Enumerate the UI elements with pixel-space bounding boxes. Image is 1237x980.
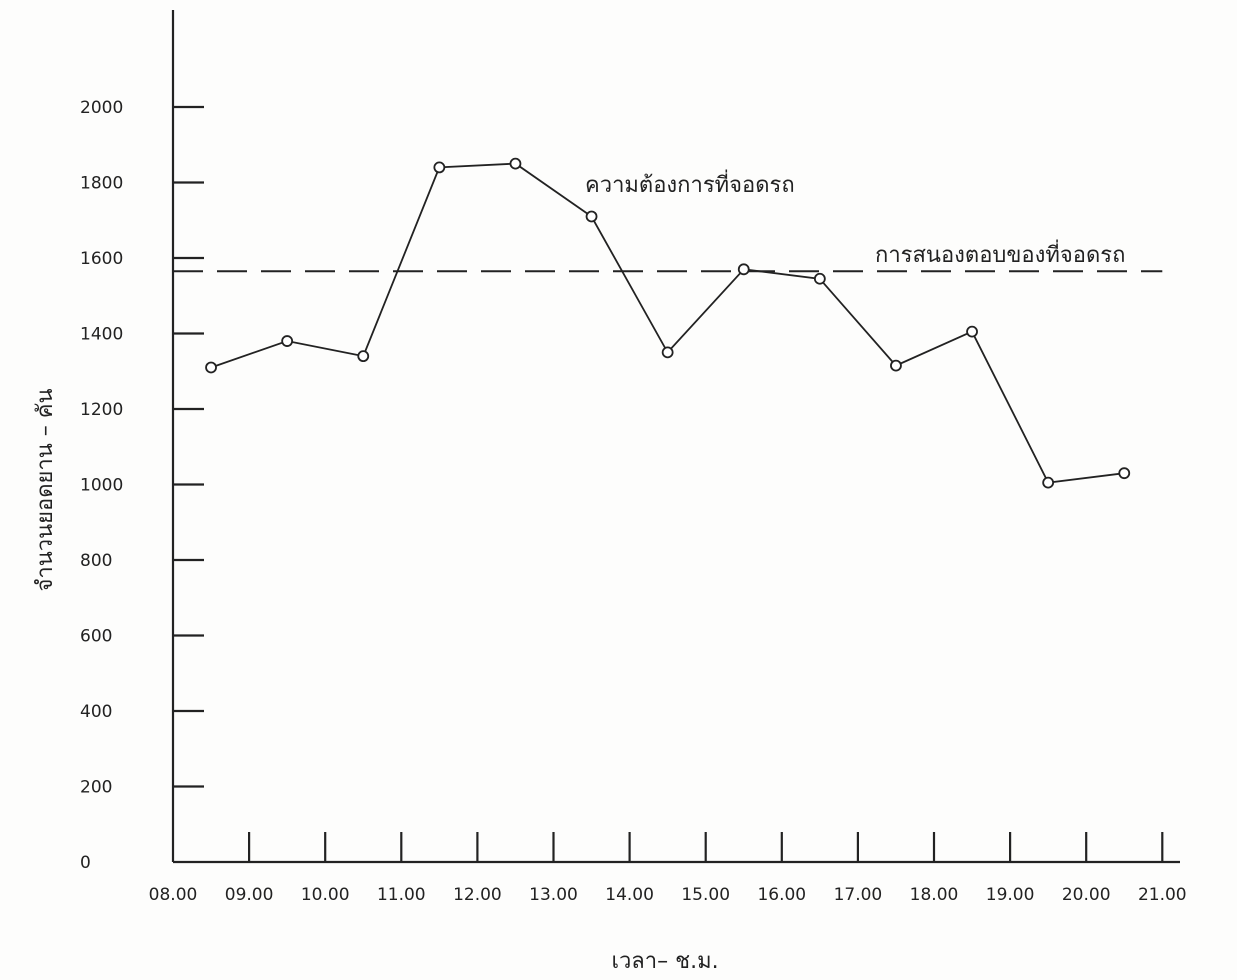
y-tick-label: 800 [80,551,112,571]
y-tick-label: 400 [80,702,112,722]
y-tick-label: 1200 [80,400,123,420]
series-line-demand [210,162,1125,484]
data-point-demand [1042,476,1055,489]
x-axis-title: เวลา– ช.ม. [611,949,718,974]
data-point-demand [661,346,674,359]
x-tick-label: 15.00 [681,885,730,905]
x-tick-label: 09.00 [225,885,274,905]
x-tick-label: 11.00 [377,885,426,905]
x-tick-label: 21.00 [1138,885,1187,905]
y-ticks: 0 200 400 600 800 1000 1200 1400 1600 1800 2000 [80,98,204,873]
data-point-demand [1118,467,1131,480]
data-point-demand [509,157,522,170]
series-layer [173,157,1163,489]
data-point-demand [433,161,446,174]
series-label-demand: ความต้องการที่จอดรถ [585,169,795,198]
x-tick-label: 14.00 [605,885,654,905]
x-tick-label: 12.00 [453,885,502,905]
x-ticks: 08.00 09.00 10.00 11.00 12.00 13.00 14.00 15.00… [149,832,1187,905]
x-tick-label: 17.00 [834,885,883,905]
y-tick-label: 1000 [80,476,123,496]
y-axis-title: จำนวนยอดยาน – คัน [33,388,58,591]
x-tick-label: 10.00 [301,885,350,905]
x-tick-label: 20.00 [1062,885,1111,905]
axes [171,10,1180,864]
data-point-demand [737,263,750,276]
y-tick-label: 1800 [80,174,123,194]
data-point-demand [813,272,826,285]
x-tick-label: 13.00 [529,885,578,905]
data-point-demand [890,359,902,372]
data-point-demand [966,325,978,338]
y-tick-label: 1400 [80,325,123,345]
y-tick-label: 2000 [80,98,123,118]
y-tick-label: 200 [80,778,112,798]
x-tick-label: 16.00 [757,885,806,905]
data-point-demand [585,210,598,223]
data-point-demand [357,350,370,363]
data-point-demand [205,361,217,374]
x-tick-label: 19.00 [986,885,1035,905]
x-tick-label: 08.00 [149,885,198,905]
data-point-demand [281,335,294,347]
y-tick-label: 1600 [80,249,123,269]
x-tick-label: 18.00 [910,885,959,905]
y-tick-label: 600 [80,627,112,647]
series-label-supply: การสนองตอบของที่จอดรถ [875,239,1125,268]
y-tick-label: 0 [80,853,91,873]
